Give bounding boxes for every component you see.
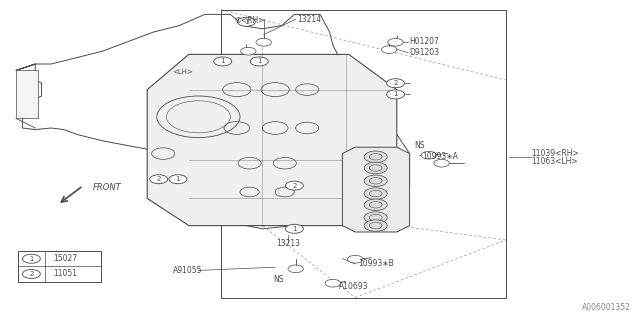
- Text: 2: 2: [292, 183, 296, 188]
- Text: 10993∗A: 10993∗A: [422, 152, 458, 161]
- Circle shape: [387, 90, 404, 99]
- Text: 2: 2: [157, 176, 161, 182]
- Circle shape: [348, 255, 363, 263]
- Text: 10993∗B: 10993∗B: [358, 260, 394, 268]
- Text: 1: 1: [175, 176, 180, 182]
- Text: 1: 1: [220, 59, 225, 64]
- Circle shape: [364, 220, 387, 231]
- Circle shape: [364, 151, 387, 163]
- Circle shape: [256, 38, 271, 46]
- Text: H01207: H01207: [410, 37, 440, 46]
- Text: 1: 1: [393, 92, 398, 97]
- Text: 1: 1: [29, 256, 33, 262]
- Text: A91055: A91055: [173, 266, 202, 275]
- Text: 11051: 11051: [53, 269, 77, 278]
- Text: FRONT: FRONT: [93, 183, 122, 192]
- Circle shape: [237, 17, 255, 26]
- Bar: [16, 70, 38, 118]
- Polygon shape: [342, 147, 410, 232]
- Circle shape: [288, 265, 303, 273]
- Bar: [18, 251, 101, 282]
- Circle shape: [169, 175, 187, 184]
- Circle shape: [364, 199, 387, 211]
- Text: 1: 1: [257, 59, 262, 64]
- Circle shape: [214, 57, 232, 66]
- Circle shape: [388, 38, 403, 46]
- Circle shape: [250, 57, 268, 66]
- Text: A006001352: A006001352: [582, 303, 630, 312]
- Circle shape: [285, 181, 303, 190]
- Text: 13214: 13214: [298, 15, 322, 24]
- Circle shape: [285, 224, 303, 233]
- Text: D91203: D91203: [410, 48, 440, 57]
- Text: 15027: 15027: [53, 254, 77, 263]
- Circle shape: [364, 212, 387, 223]
- Text: 2: 2: [29, 271, 33, 277]
- Text: 1: 1: [244, 19, 249, 25]
- Bar: [221, 10, 506, 298]
- Circle shape: [434, 159, 449, 167]
- Circle shape: [387, 79, 404, 88]
- Circle shape: [364, 188, 387, 199]
- Text: 11063<LH>: 11063<LH>: [531, 157, 578, 166]
- Text: NS: NS: [414, 141, 424, 150]
- Text: ①<RH>: ①<RH>: [234, 16, 265, 25]
- Text: A10693: A10693: [339, 282, 369, 291]
- Circle shape: [364, 175, 387, 187]
- Circle shape: [364, 162, 387, 174]
- Text: 2: 2: [394, 80, 397, 86]
- Text: 13213: 13213: [276, 239, 300, 248]
- Circle shape: [241, 47, 256, 55]
- Circle shape: [421, 151, 436, 159]
- Circle shape: [22, 269, 40, 278]
- Circle shape: [150, 175, 168, 184]
- Text: <LH>: <LH>: [172, 69, 193, 75]
- Text: 1: 1: [292, 226, 297, 232]
- Polygon shape: [147, 54, 397, 226]
- Circle shape: [325, 279, 340, 287]
- Circle shape: [22, 254, 40, 263]
- Circle shape: [381, 46, 397, 53]
- Text: 11039<RH>: 11039<RH>: [531, 149, 579, 158]
- Text: NS: NS: [273, 276, 284, 284]
